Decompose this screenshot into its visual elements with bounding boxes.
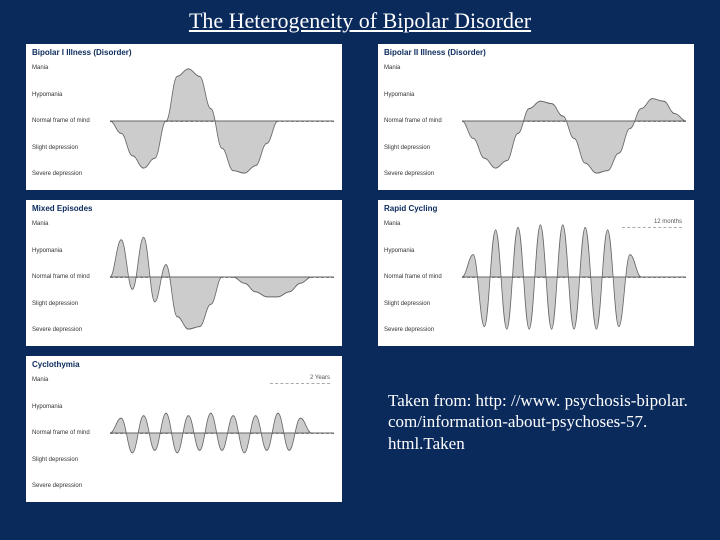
duration-dash — [622, 227, 682, 228]
level-labels: Mania Hypomania Normal frame of mind Slight… — [32, 59, 110, 183]
panel-bipolar1: Bipolar I Illness (Disorder) Mania Hypoman… — [26, 44, 342, 190]
level-label: Normal frame of mind — [32, 430, 110, 436]
plot — [462, 215, 686, 339]
chart-area: Mania Hypomania Normal frame of mind Slight… — [32, 371, 336, 495]
wave-path — [110, 413, 334, 453]
level-label: Mania — [384, 65, 462, 71]
level-label: Severe depression — [32, 171, 110, 177]
chart-area: Mania Hypomania Normal frame of mind Slight… — [32, 215, 336, 339]
level-label: Slight depression — [32, 145, 110, 151]
citation-text: Taken from: http: //www. psychosis-bipol… — [388, 390, 690, 454]
duration-tag: 12 months — [654, 219, 682, 225]
plot — [110, 371, 334, 495]
level-label: Hypomania — [384, 92, 462, 98]
wave-chart — [110, 371, 334, 495]
wave-chart — [462, 215, 686, 339]
level-labels: Mania Hypomania Normal frame of mind Slight… — [384, 215, 462, 339]
level-label: Severe depression — [32, 327, 110, 333]
panel-title: Cyclothymia — [32, 360, 336, 369]
level-label: Mania — [32, 221, 110, 227]
level-labels: Mania Hypomania Normal frame of mind Slight… — [384, 59, 462, 183]
level-label: Severe depression — [384, 171, 462, 177]
panel-mixed: Mixed Episodes Mania Hypomania Normal frame… — [26, 200, 342, 346]
level-labels: Mania Hypomania Normal frame of mind Slight… — [32, 371, 110, 495]
panel-title: Rapid Cycling — [384, 204, 688, 213]
wave-chart — [110, 215, 334, 339]
panel-title: Bipolar II Illness (Disorder) — [384, 48, 688, 57]
chart-area: Mania Hypomania Normal frame of mind Slight… — [32, 59, 336, 183]
wave-chart — [462, 59, 686, 183]
chart-area: Mania Hypomania Normal frame of mind Slight… — [384, 59, 688, 183]
plot — [110, 59, 334, 183]
panel-bipolar2: Bipolar II Illness (Disorder) Mania Hypoma… — [378, 44, 694, 190]
level-label: Hypomania — [384, 248, 462, 254]
level-label: Mania — [384, 221, 462, 227]
chart-area: Mania Hypomania Normal frame of mind Slight… — [384, 215, 688, 339]
panel-title: Bipolar I Illness (Disorder) — [32, 48, 336, 57]
level-label: Normal frame of mind — [384, 118, 462, 124]
level-label: Hypomania — [32, 248, 110, 254]
wave-path — [110, 69, 334, 173]
level-label: Severe depression — [32, 483, 110, 489]
level-label: Mania — [32, 377, 110, 383]
duration-dash — [270, 383, 330, 384]
level-label: Slight depression — [32, 301, 110, 307]
level-label: Slight depression — [32, 457, 110, 463]
wave-chart — [110, 59, 334, 183]
level-label: Normal frame of mind — [32, 118, 110, 124]
level-label: Hypomania — [32, 92, 110, 98]
level-label: Hypomania — [32, 404, 110, 410]
level-labels: Mania Hypomania Normal frame of mind Slight… — [32, 215, 110, 339]
plot — [110, 215, 334, 339]
level-label: Normal frame of mind — [32, 274, 110, 280]
level-label: Mania — [32, 65, 110, 71]
level-label: Slight depression — [384, 145, 462, 151]
plot — [462, 59, 686, 183]
level-label: Slight depression — [384, 301, 462, 307]
wave-path — [462, 99, 686, 173]
panel-cyclothymia: Cyclothymia Mania Hypomania Normal frame of… — [26, 356, 342, 502]
slide-title: The Heterogeneity of Bipolar Disorder — [0, 0, 720, 34]
panel-title: Mixed Episodes — [32, 204, 336, 213]
wave-path — [110, 237, 334, 329]
level-label: Normal frame of mind — [384, 274, 462, 280]
level-label: Severe depression — [384, 327, 462, 333]
wave-path — [462, 225, 686, 329]
panel-rapid: Rapid Cycling Mania Hypomania Normal frame … — [378, 200, 694, 346]
duration-tag: 2 Years — [310, 375, 330, 381]
